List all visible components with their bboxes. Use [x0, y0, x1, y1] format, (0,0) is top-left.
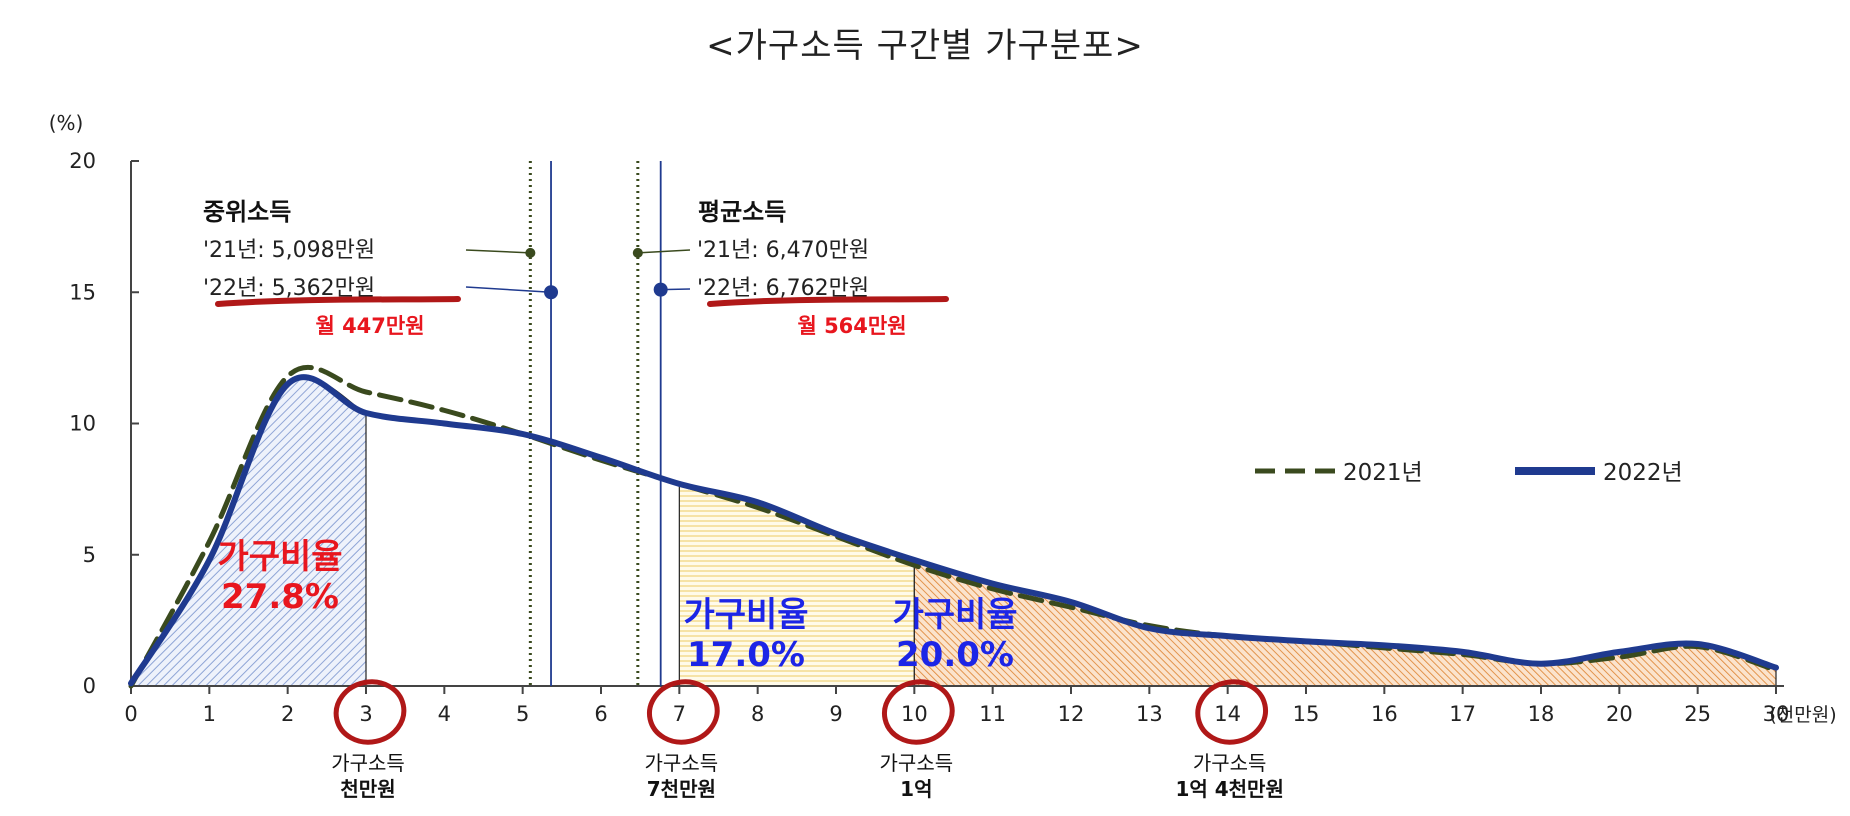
- x-tick-label: 20: [1606, 702, 1633, 726]
- x-tick-label: 11: [979, 702, 1006, 726]
- income-mark-line1-4: 가구소득: [1193, 751, 1267, 775]
- shaded-region-1: [130, 376, 367, 687]
- x-tick-label: 7: [673, 702, 686, 726]
- median-2021-value: '21년: 5,098만원: [203, 238, 375, 263]
- mean-2022-marker: [653, 282, 668, 297]
- mean-monthly: 월 564만원: [797, 314, 906, 338]
- x-tick-label: 0: [124, 702, 137, 726]
- x-tick-label: 17: [1449, 702, 1476, 726]
- income-mark-circle-2: [646, 679, 720, 745]
- median-2021-marker: [525, 247, 536, 258]
- y-tick-label: 15: [69, 280, 96, 304]
- x-tick-label: 9: [829, 702, 842, 726]
- chart-title: <가구소득 구간별 가구분포>: [706, 26, 1144, 66]
- ratio-value-3: 20.0%: [896, 635, 1014, 675]
- x-axis-unit: (천만원): [1769, 704, 1836, 726]
- x-tick-label: 30: [1763, 702, 1790, 726]
- x-tick-label: 2: [281, 702, 294, 726]
- x-tick-label: 25: [1684, 702, 1711, 726]
- income-mark-line2-2: 7천만원: [647, 777, 716, 801]
- income-mark-circle-3: [881, 679, 955, 745]
- ratio-label-3: 가구비율: [892, 595, 1017, 635]
- income-mark-line2-1: 천만원: [340, 777, 395, 801]
- shaded-region-3: [913, 559, 1777, 687]
- x-tick-label: 5: [516, 702, 529, 726]
- income-mark-line1-3: 가구소득: [880, 751, 954, 775]
- ratio-value-2: 17.0%: [687, 635, 805, 675]
- mean-underline: [707, 296, 949, 307]
- median-heading: 중위소득: [203, 198, 291, 226]
- y-tick-label: 10: [69, 412, 96, 436]
- x-tick-label: 13: [1136, 702, 1163, 726]
- x-tick-label: 14: [1214, 702, 1241, 726]
- x-tick-label: 4: [438, 702, 451, 726]
- y-tick-label: 0: [83, 674, 96, 698]
- mean-heading: 평균소득: [698, 198, 786, 226]
- mean-2021-marker: [632, 247, 643, 258]
- income-mark-circle-4: [1195, 679, 1269, 745]
- median-monthly: 월 447만원: [315, 314, 424, 338]
- ratio-label-1: 가구비율: [217, 537, 342, 577]
- median-underline: [215, 296, 461, 307]
- median-2022-leader: [465, 286, 552, 293]
- x-tick-label: 1: [203, 702, 216, 726]
- income-mark-line1-2: 가구소득: [645, 751, 719, 775]
- x-tick-label: 18: [1528, 702, 1555, 726]
- x-tick-label: 10: [901, 702, 928, 726]
- median-2022-marker: [544, 285, 559, 300]
- series-line-2022: [128, 374, 1779, 687]
- y-axis-unit: (%): [49, 111, 84, 135]
- x-tick-label: 12: [1058, 702, 1085, 726]
- income-mark-line2-4: 1억 4천만원: [1175, 777, 1283, 801]
- mean-2021-leader: [637, 249, 691, 254]
- ratio-value-1: 27.8%: [221, 577, 339, 617]
- y-tick-label: 20: [69, 149, 96, 173]
- income-mark-circle-1: [333, 679, 407, 745]
- income-mark-line1-1: 가구소득: [331, 751, 405, 775]
- mean-2021-value: '21년: 6,470만원: [697, 238, 869, 263]
- x-tick-label: 6: [594, 702, 607, 726]
- x-tick-label: 3: [359, 702, 372, 726]
- income-mark-line2-3: 1억: [900, 777, 932, 801]
- legend-label-1: 2021년: [1343, 460, 1423, 486]
- x-tick-label: 15: [1293, 702, 1320, 726]
- legend-label-2: 2022년: [1603, 460, 1683, 486]
- median-2021-leader: [465, 249, 531, 254]
- y-tick-label: 5: [83, 543, 96, 567]
- x-tick-label: 16: [1371, 702, 1398, 726]
- ratio-label-2: 가구비율: [683, 595, 808, 635]
- x-tick-label: 8: [751, 702, 764, 726]
